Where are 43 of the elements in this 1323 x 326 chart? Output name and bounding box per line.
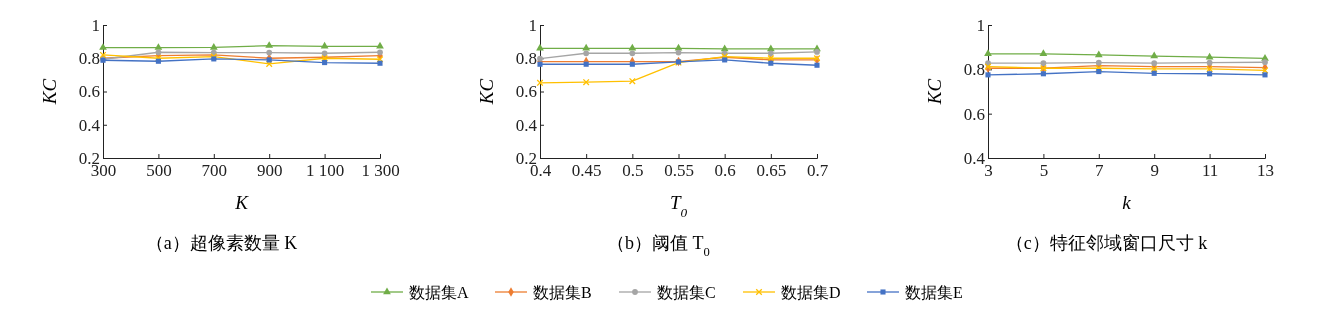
y-axis-title: KC <box>476 78 497 106</box>
y-tick-label: 1 <box>91 15 100 35</box>
x-tick-label: 700 <box>201 161 228 181</box>
x-tick-label: 0.65 <box>756 161 787 181</box>
y-tick-label: 0.6 <box>515 82 537 102</box>
legend-label: 数据集C <box>657 284 716 301</box>
x-axis-title: K <box>234 192 250 213</box>
y-tick-label: 1 <box>528 15 537 35</box>
y-tick-label: 0.8 <box>515 49 537 69</box>
x-tick-label: 0.5 <box>622 161 644 181</box>
text: （c）特征邻域窗口尺寸 k <box>1005 233 1208 253</box>
x-tick-label: 7 <box>1095 161 1105 181</box>
y-tick-label: 0.4 <box>515 115 538 135</box>
x-tick-label: 0.7 <box>806 161 829 181</box>
x-tick-label: 0.45 <box>571 161 602 181</box>
legend-label: 数据集D <box>781 284 841 301</box>
x-axis-title: k <box>1122 192 1132 213</box>
x-tick-label: 0.55 <box>664 161 694 181</box>
legend-label: 数据集A <box>409 284 469 301</box>
text: （b）阈值 T$_{0}$ <box>607 233 710 259</box>
y-tick-label: 1 <box>976 15 985 35</box>
y-tick-label: 0.8 <box>963 60 985 80</box>
x-axis-title: T$_{0}$ <box>669 192 688 220</box>
x-tick-label: 900 <box>256 161 283 181</box>
y-tick-label: 0.4 <box>78 115 101 135</box>
x-tick-label: 1 300 <box>361 161 400 181</box>
y-axis-title: KC <box>39 78 60 106</box>
x-tick-label: 9 <box>1150 161 1159 181</box>
y-axis-title: KC <box>924 78 945 106</box>
y-tick-label: 0.6 <box>78 82 100 102</box>
x-tick-label: 500 <box>146 161 172 181</box>
x-tick-label: 0.6 <box>714 161 736 181</box>
y-tick-label: 0.4 <box>963 148 986 168</box>
x-tick-label: 13 <box>1257 161 1274 181</box>
x-tick-label: 3 <box>984 161 993 181</box>
text: （a）超像素数量 K <box>145 233 298 253</box>
x-tick-label: 1 100 <box>305 161 345 181</box>
x-tick-label: 5 <box>1039 161 1049 181</box>
legend-label: 数据集B <box>533 284 592 301</box>
legend-label: 数据集E <box>905 284 963 301</box>
y-tick-label: 0.6 <box>963 104 985 124</box>
x-tick-label: 11 <box>1201 161 1219 181</box>
y-tick-label: 0.8 <box>78 49 100 69</box>
